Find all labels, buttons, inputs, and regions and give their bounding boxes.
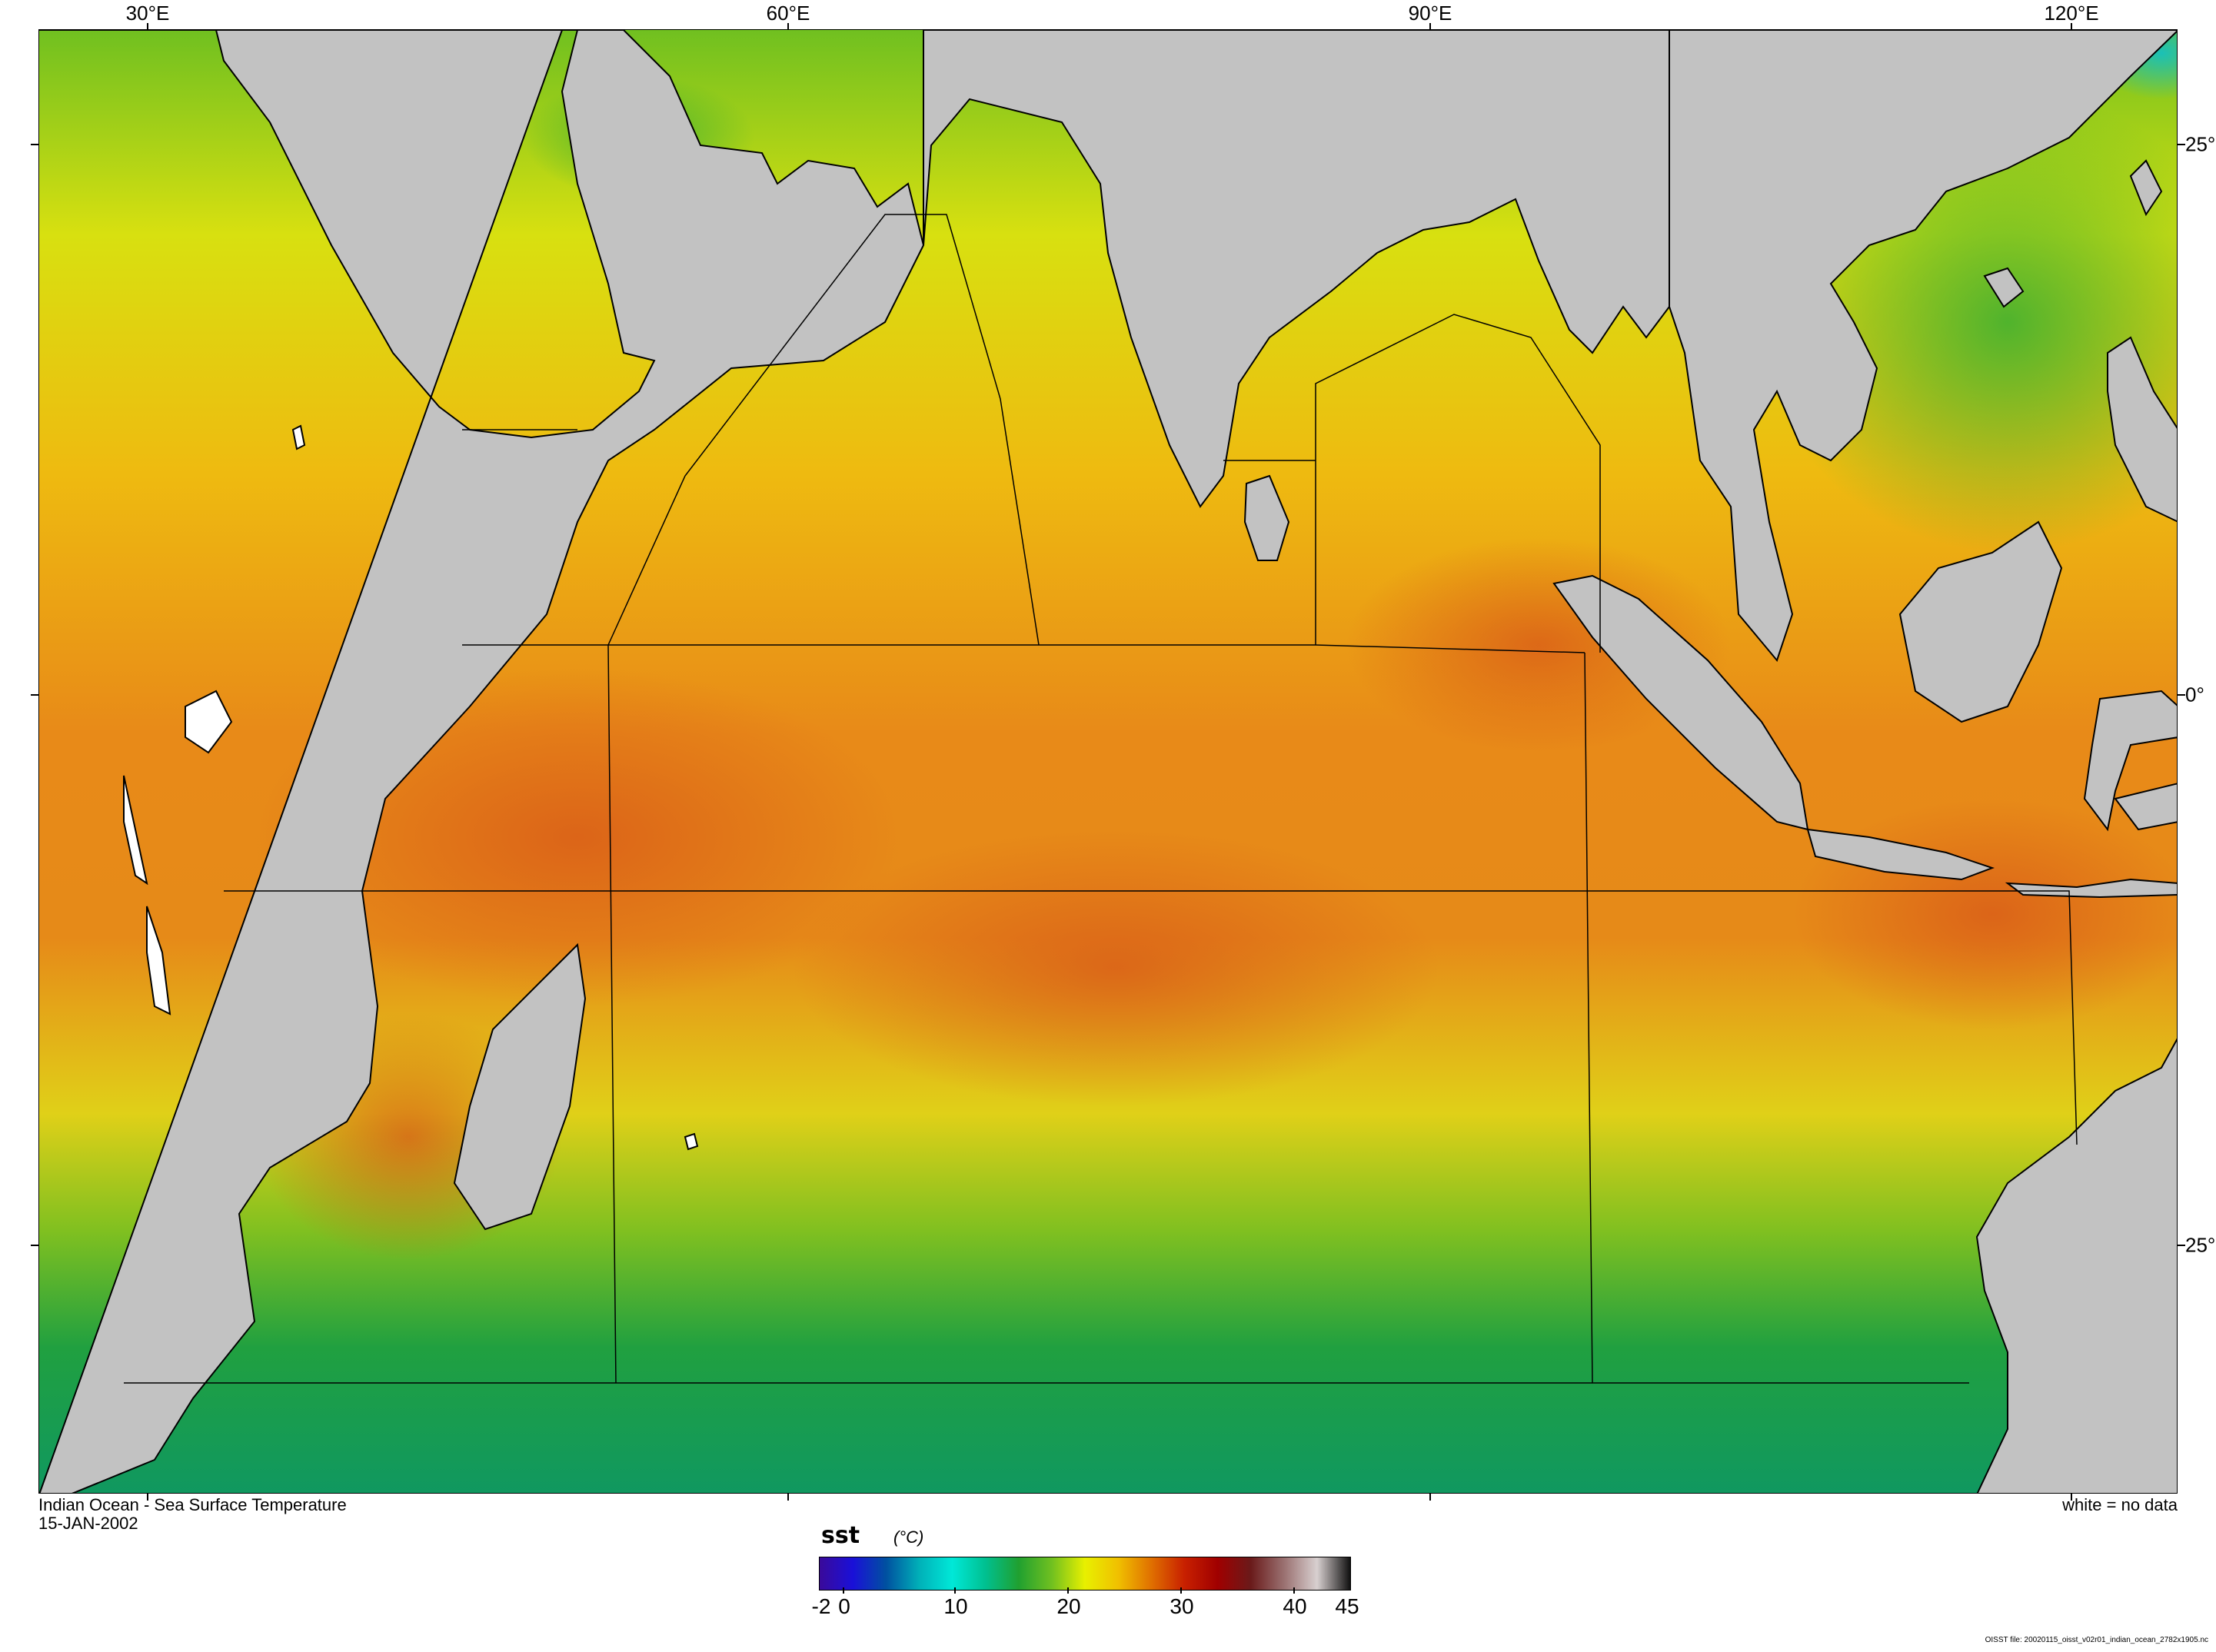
colorbar-tick-label: 20 <box>1056 1594 1081 1618</box>
colorbar-tick-label: 40 <box>1283 1594 1307 1618</box>
tick-bottom-120e <box>2071 1493 2072 1501</box>
land-australia <box>1975 1038 2177 1493</box>
region-boundaries <box>124 214 2078 1384</box>
no-data-island <box>684 1132 699 1151</box>
lat-label-equator: 0° <box>2185 683 2204 706</box>
colorbar <box>819 1557 1351 1591</box>
no-data-islands <box>123 424 699 1151</box>
tick-right-0 <box>2178 694 2185 696</box>
no-data-island <box>185 690 233 754</box>
no-data-note: white = no data <box>2062 1495 2178 1514</box>
lon-label-90e: 90°E <box>1408 2 1452 25</box>
land-sri-lanka <box>1243 474 1290 561</box>
tick-right-25s <box>2178 1245 2185 1246</box>
tick-left-25s <box>31 1245 38 1246</box>
region-line <box>1315 314 1601 653</box>
sst-map <box>38 29 2178 1494</box>
land-africa-arabia <box>39 30 925 1493</box>
colorbar-tick-label: -2 <box>811 1594 831 1618</box>
colorbar-tick-label: 0 <box>838 1594 850 1618</box>
map-title: Indian Ocean - Sea Surface Temperature <box>38 1495 347 1514</box>
land-islands-east <box>2114 783 2177 831</box>
tick-top-90e <box>1429 23 1431 31</box>
land-sulawesi <box>2083 690 2177 832</box>
colorbar-tick <box>843 1587 844 1594</box>
colorbar-units: (°C) <box>893 1527 924 1547</box>
colorbar-tick-label: 10 <box>943 1594 968 1618</box>
land-lesser-sunda <box>2005 878 2177 899</box>
land-taiwan <box>2129 159 2163 217</box>
no-data-island <box>146 906 171 1015</box>
tick-top-120e <box>2071 23 2072 31</box>
lon-label-120e: 120°E <box>2044 2 2099 25</box>
lat-label-25s: 25° <box>2185 1233 2216 1257</box>
colorbar-tick <box>954 1587 956 1594</box>
region-line <box>607 214 1040 646</box>
land-philippines <box>2107 336 2177 523</box>
colorbar-variable: sst <box>821 1522 860 1549</box>
warm-anomaly <box>1792 799 2177 1029</box>
land-borneo <box>1898 520 2063 723</box>
tick-top-60e <box>787 23 789 31</box>
map-date: 15-JAN-2002 <box>38 1514 138 1533</box>
warm-anomaly <box>793 829 1439 1106</box>
colorbar-tick-label: 30 <box>1170 1594 1194 1618</box>
region-line <box>607 644 617 1384</box>
lat-label-25n: 25° <box>2185 132 2216 156</box>
land-india <box>923 30 1670 508</box>
tick-left-0 <box>31 694 38 696</box>
region-line <box>1584 652 1593 1384</box>
lon-label-30e: 30°E <box>125 2 170 25</box>
tick-right-25n <box>2178 144 2185 145</box>
colorbar-tick <box>1180 1587 1182 1594</box>
file-note: OISST file: 20020115_oisst_v02r01_indian… <box>1985 1636 2208 1644</box>
tick-left-25n <box>31 144 38 145</box>
sst-map-canvas <box>39 30 2177 1493</box>
land-java <box>1806 828 1995 881</box>
colorbar-tick <box>1067 1587 1069 1594</box>
land-madagascar <box>453 942 587 1231</box>
land-se-asia <box>1669 30 2177 663</box>
region-line <box>224 890 2078 1145</box>
tick-top-30e <box>147 23 148 31</box>
land-hainan <box>1983 267 2025 308</box>
tick-bottom-60e <box>787 1493 789 1501</box>
land <box>39 30 2177 1493</box>
no-data-island <box>123 775 148 886</box>
land-sumatra <box>1552 574 1809 831</box>
lon-label-60e: 60°E <box>766 2 810 25</box>
warm-anomaly <box>1346 537 1731 753</box>
tick-bottom-30e <box>147 1493 148 1501</box>
tick-bottom-90e <box>1429 1493 1431 1501</box>
colorbar-tick-label: 45 <box>1335 1594 1359 1618</box>
colorbar-tick <box>1293 1587 1295 1594</box>
no-data-island <box>291 424 306 450</box>
